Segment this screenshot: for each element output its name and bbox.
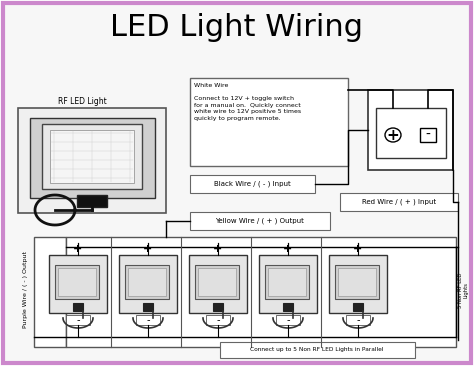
- Bar: [353, 303, 363, 311]
- Text: +: +: [283, 244, 292, 254]
- Text: +: +: [354, 244, 363, 254]
- Bar: [265, 265, 309, 299]
- Bar: [190, 175, 315, 193]
- Bar: [335, 265, 379, 299]
- Bar: [198, 268, 236, 296]
- Text: +: +: [213, 244, 223, 254]
- Text: -: -: [286, 315, 290, 325]
- Bar: [195, 265, 239, 299]
- Bar: [206, 315, 230, 325]
- Bar: [368, 90, 453, 170]
- Bar: [77, 195, 107, 207]
- Bar: [189, 255, 247, 313]
- Text: -: -: [426, 128, 430, 142]
- Bar: [66, 315, 90, 325]
- Bar: [338, 268, 376, 296]
- Ellipse shape: [385, 128, 401, 142]
- Text: +: +: [73, 244, 82, 254]
- Bar: [58, 268, 96, 296]
- Bar: [66, 237, 456, 347]
- Bar: [18, 108, 166, 213]
- Bar: [128, 268, 166, 296]
- Bar: [420, 128, 436, 142]
- Bar: [136, 315, 160, 325]
- Bar: [346, 315, 370, 325]
- Bar: [49, 255, 107, 313]
- Bar: [268, 268, 306, 296]
- Text: +: +: [143, 244, 153, 254]
- Bar: [259, 255, 317, 313]
- Text: +: +: [387, 127, 400, 142]
- Bar: [143, 303, 153, 311]
- Bar: [376, 108, 446, 158]
- Bar: [125, 265, 169, 299]
- Text: -: -: [76, 315, 80, 325]
- Text: Connect up to 5 Non RF LED Lights in Parallel: Connect up to 5 Non RF LED Lights in Par…: [250, 347, 384, 352]
- Bar: [340, 193, 458, 211]
- Text: Black Wire / ( - ) Input: Black Wire / ( - ) Input: [214, 181, 291, 187]
- Bar: [50, 130, 134, 183]
- Bar: [190, 212, 330, 230]
- Bar: [190, 78, 348, 166]
- Text: Red Wire / ( + ) Input: Red Wire / ( + ) Input: [362, 199, 436, 205]
- Bar: [276, 315, 300, 325]
- Text: -: -: [216, 315, 220, 325]
- Text: Purple Wire / ( - ) Output: Purple Wire / ( - ) Output: [24, 251, 28, 329]
- Bar: [329, 255, 387, 313]
- Text: -: -: [146, 315, 150, 325]
- Text: Yellow Wire / ( + ) Output: Yellow Wire / ( + ) Output: [216, 218, 304, 224]
- Text: White Wire

Connect to 12V + toggle switch
for a manual on.  Quickly connect
whi: White Wire Connect to 12V + toggle switc…: [194, 83, 301, 121]
- Text: -: -: [356, 315, 360, 325]
- Bar: [213, 303, 223, 311]
- Bar: [73, 303, 83, 311]
- Bar: [55, 265, 99, 299]
- Bar: [119, 255, 177, 313]
- Text: RF LED Light: RF LED Light: [58, 97, 106, 107]
- Text: 5 Non RF LED
Lights: 5 Non RF LED Lights: [457, 272, 468, 308]
- Bar: [34, 237, 66, 347]
- Text: LED Light Wiring: LED Light Wiring: [110, 14, 364, 42]
- Bar: [220, 342, 415, 358]
- Bar: [30, 118, 155, 198]
- Bar: [283, 303, 293, 311]
- Bar: [42, 124, 142, 189]
